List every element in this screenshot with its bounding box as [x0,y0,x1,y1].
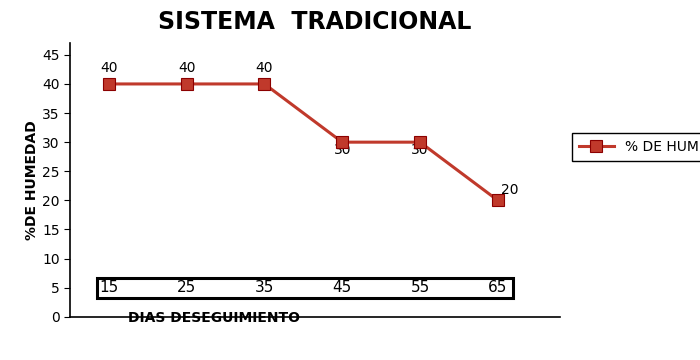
Text: 20: 20 [500,184,518,198]
Line: % DE HUMEDAD: % DE HUMEDAD [103,78,504,207]
% DE HUMEDAD [416,140,424,144]
Text: 15: 15 [99,280,118,295]
Title: SISTEMA  TRADICIONAL: SISTEMA TRADICIONAL [158,10,472,34]
% DE HUMEDAD [338,140,346,144]
% DE HUMEDAD [494,198,502,203]
Y-axis label: %DE HUMEDAD: %DE HUMEDAD [25,120,39,240]
Text: 30: 30 [333,143,351,157]
% DE HUMEDAD [260,82,269,86]
Text: 40: 40 [178,61,195,75]
Text: 65: 65 [488,280,508,295]
Text: 30: 30 [412,143,428,157]
% DE HUMEDAD [105,82,113,86]
Text: 25: 25 [177,280,196,295]
% DE HUMEDAD [183,82,191,86]
Text: 45: 45 [332,280,352,295]
Text: 35: 35 [255,280,274,295]
Text: DIAS DESEGUIMIENTO: DIAS DESEGUIMIENTO [127,311,300,325]
Text: 40: 40 [256,61,273,75]
Legend: % DE HUMEDAD: % DE HUMEDAD [572,133,700,161]
Text: 55: 55 [410,280,430,295]
Text: 40: 40 [100,61,118,75]
